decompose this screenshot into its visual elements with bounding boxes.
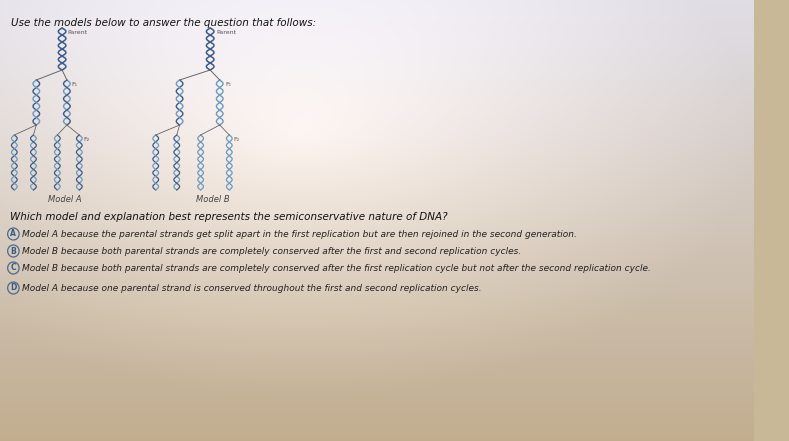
Text: F₂: F₂	[83, 137, 89, 142]
Text: Model B because both parental strands are completely conserved after the first r: Model B because both parental strands ar…	[22, 264, 651, 273]
Text: Model B: Model B	[196, 195, 230, 204]
Text: Model B because both parental strands are completely conserved after the first a: Model B because both parental strands ar…	[22, 247, 522, 256]
Text: Parent: Parent	[68, 30, 88, 35]
Text: F₁: F₁	[72, 82, 78, 87]
Text: Model A: Model A	[48, 195, 81, 204]
Text: B: B	[10, 247, 17, 255]
Text: Model A because one parental strand is conserved throughout the first and second: Model A because one parental strand is c…	[22, 284, 481, 293]
Text: F₁: F₁	[226, 82, 232, 87]
Text: C: C	[10, 264, 17, 273]
Text: Parent: Parent	[216, 30, 236, 35]
Text: Which model and explanation best represents the semiconservative nature of DNA?: Which model and explanation best represe…	[9, 212, 447, 222]
Text: Use the models below to answer the question that follows:: Use the models below to answer the quest…	[12, 18, 316, 28]
Text: F₂: F₂	[233, 137, 239, 142]
Text: Model A because the parental strands get split apart in the first replication bu: Model A because the parental strands get…	[22, 230, 577, 239]
Text: A: A	[10, 229, 17, 239]
Text: D: D	[10, 284, 17, 292]
